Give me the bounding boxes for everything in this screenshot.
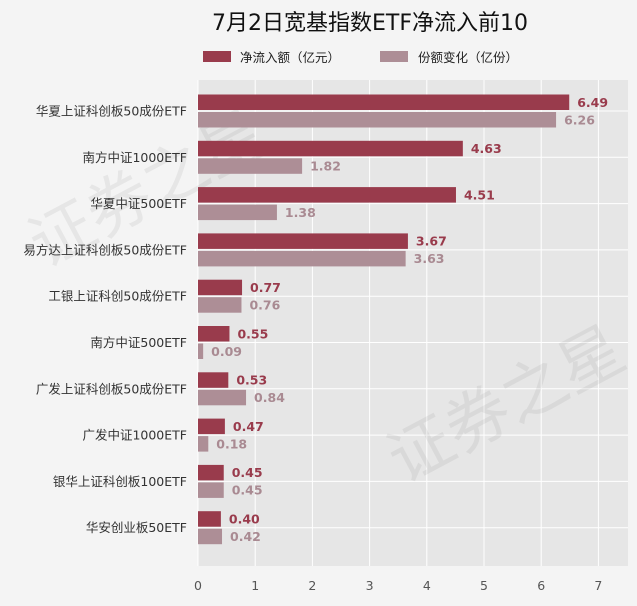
bar-net-inflow [198, 279, 243, 296]
category-label: 广发中证1000ETF [82, 428, 187, 443]
data-label-net-inflow: 4.51 [464, 187, 495, 202]
x-tick-label: 3 [366, 578, 374, 593]
data-label-net-inflow: 4.63 [471, 141, 502, 156]
data-label-net-inflow: 0.47 [233, 419, 264, 434]
x-tick-label: 7 [594, 578, 602, 593]
bar-net-inflow [198, 187, 456, 203]
bar-net-inflow [198, 233, 408, 249]
category-labels: 华夏上证科创板50成份ETF 南方中证1000ETF 华夏中证500ETF 易方达上证… [23, 104, 187, 536]
category-label: 华安创业板50ETF [86, 520, 187, 535]
bar-share-change [198, 436, 209, 452]
x-tick-label: 4 [423, 578, 431, 593]
bar-share-change [198, 112, 557, 128]
data-label-net-inflow: 3.67 [416, 234, 447, 249]
bar-share-change [198, 158, 303, 174]
bar-net-inflow [198, 326, 230, 342]
x-tick-label: 1 [251, 578, 259, 593]
x-tick-label: 0 [194, 578, 202, 593]
data-label-share-change: 0.42 [230, 529, 261, 544]
category-label: 银华上证科创板100ETF [53, 474, 187, 489]
bar-net-inflow [198, 372, 229, 388]
data-label-share-change: 0.84 [254, 390, 285, 405]
x-tick-label: 2 [308, 578, 316, 593]
bar-net-inflow [198, 511, 221, 527]
bar-net-inflow [198, 418, 225, 435]
data-label-share-change: 6.26 [564, 112, 595, 127]
bar-share-change [198, 204, 277, 221]
data-label-share-change: 3.63 [414, 251, 445, 266]
value-labels: 6.49 6.26 4.63 1.82 4.51 1.38 3.67 3.63 0.77 0.76… [211, 95, 608, 544]
data-label-share-change: 0.76 [249, 297, 280, 312]
bar-share-change [198, 482, 224, 498]
x-tick-label: 6 [537, 578, 545, 593]
data-label-net-inflow: 0.53 [236, 373, 267, 388]
data-label-share-change: 0.09 [211, 344, 242, 359]
category-label: 南方中证500ETF [90, 335, 187, 350]
bar-share-change [198, 250, 406, 267]
data-label-net-inflow: 0.77 [250, 280, 281, 295]
legend-label-share-change: 份额变化（亿份） [418, 50, 518, 65]
bar-net-inflow [198, 464, 224, 481]
bar-share-change [198, 528, 223, 545]
bar-share-change [198, 389, 247, 406]
legend: 净流入额（亿元） 份额变化（亿份） [203, 50, 518, 65]
category-label: 工银上证科创50成份ETF [48, 289, 187, 304]
legend-label-net-inflow: 净流入额（亿元） [240, 50, 340, 65]
category-label: 广发上证科创板50成份ETF [36, 381, 187, 396]
category-label: 南方中证1000ETF [82, 150, 187, 165]
bar-share-change [198, 297, 242, 313]
data-label-net-inflow: 0.45 [232, 465, 263, 480]
data-label-share-change: 0.18 [216, 436, 247, 451]
category-label: 华夏上证科创板50成份ETF [36, 104, 187, 119]
y-gridlines [198, 110, 628, 529]
bar-share-change [198, 343, 204, 359]
data-label-share-change: 1.82 [310, 159, 341, 174]
x-tick-label: 5 [480, 578, 488, 593]
category-label: 华夏中证500ETF [90, 196, 187, 211]
category-label: 易方达上证科创板50成份ETF [23, 242, 187, 257]
legend-swatch-net-inflow [203, 51, 231, 62]
bar-net-inflow [198, 94, 570, 110]
data-label-net-inflow: 0.55 [237, 326, 268, 341]
legend-swatch-share-change [380, 51, 408, 62]
bars [198, 94, 570, 545]
data-label-share-change: 0.45 [232, 483, 263, 498]
data-label-net-inflow: 0.40 [229, 511, 260, 526]
data-label-share-change: 1.38 [285, 205, 316, 220]
data-label-net-inflow: 6.49 [577, 95, 608, 110]
x-axis-ticks: 0 1 2 3 4 5 6 7 [194, 578, 602, 593]
bar-net-inflow [198, 140, 463, 157]
chart-title: 7月2日宽基指数ETF净流入前10 [212, 11, 528, 36]
